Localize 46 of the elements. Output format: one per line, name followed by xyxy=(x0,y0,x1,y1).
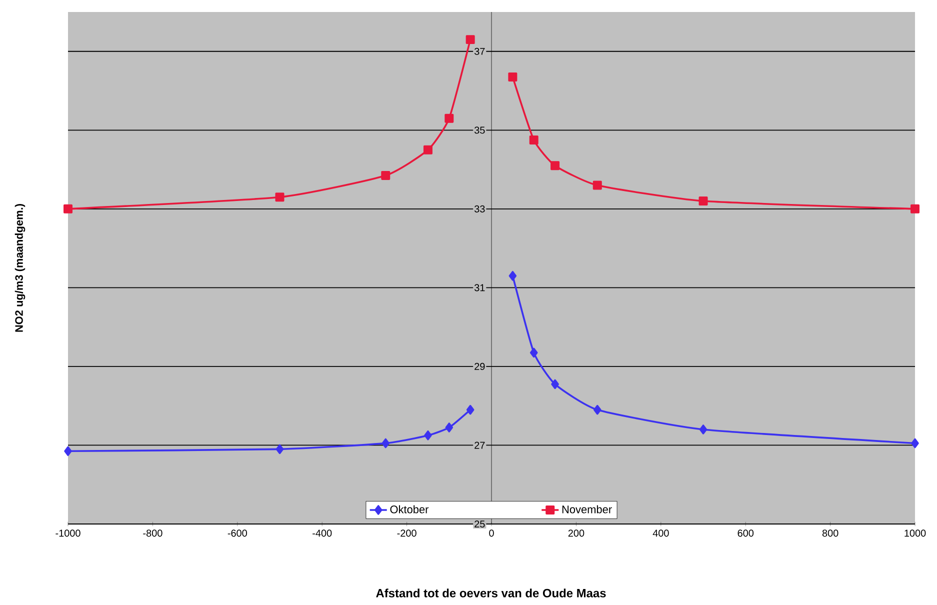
point xyxy=(64,446,72,456)
point xyxy=(423,145,432,154)
point xyxy=(276,444,284,454)
point xyxy=(592,180,602,190)
y-tick-label: 37 xyxy=(474,48,485,55)
legend-label: Oktober xyxy=(390,505,429,514)
point xyxy=(381,170,390,180)
x-axis-title: Afstand tot de oevers van de Oude Maas xyxy=(376,588,606,598)
point xyxy=(698,196,708,206)
x-tick-label: -200 xyxy=(397,530,416,537)
x-tick-label: 1000 xyxy=(904,530,926,537)
point xyxy=(910,204,920,214)
x-tick-label: 0 xyxy=(489,530,494,537)
y-tick-label: 27 xyxy=(474,442,485,449)
point xyxy=(699,424,708,434)
point xyxy=(444,114,454,123)
x-tick-label: -1000 xyxy=(56,530,80,537)
point xyxy=(424,430,432,440)
point xyxy=(550,161,560,170)
point xyxy=(466,35,475,44)
y-tick-label: 35 xyxy=(474,126,485,134)
x-tick-label: -600 xyxy=(228,530,247,537)
point xyxy=(508,270,517,281)
point xyxy=(529,135,538,144)
point xyxy=(64,204,72,214)
x-tick-label: 400 xyxy=(652,530,669,537)
y-tick-label: 33 xyxy=(474,205,485,212)
point xyxy=(551,379,559,390)
x-tick-label: 200 xyxy=(568,530,584,537)
point xyxy=(530,348,538,358)
x-tick-label: -400 xyxy=(312,530,332,537)
x-tick-label: -800 xyxy=(143,530,162,537)
point xyxy=(275,192,284,202)
point xyxy=(382,438,390,448)
point xyxy=(466,404,474,415)
x-tick-label: 800 xyxy=(822,530,838,537)
point xyxy=(593,404,602,415)
y-axis-title: NO2 ug/m3 (maandgem.) xyxy=(14,204,26,332)
point xyxy=(911,438,919,448)
x-tick-label: 600 xyxy=(738,530,754,537)
y-tick-label: 29 xyxy=(474,362,485,370)
y-tick-label: 25 xyxy=(474,520,485,528)
y-tick-label: 31 xyxy=(474,284,485,292)
point xyxy=(508,72,518,82)
legend-label: November xyxy=(562,505,612,514)
point xyxy=(445,422,454,432)
